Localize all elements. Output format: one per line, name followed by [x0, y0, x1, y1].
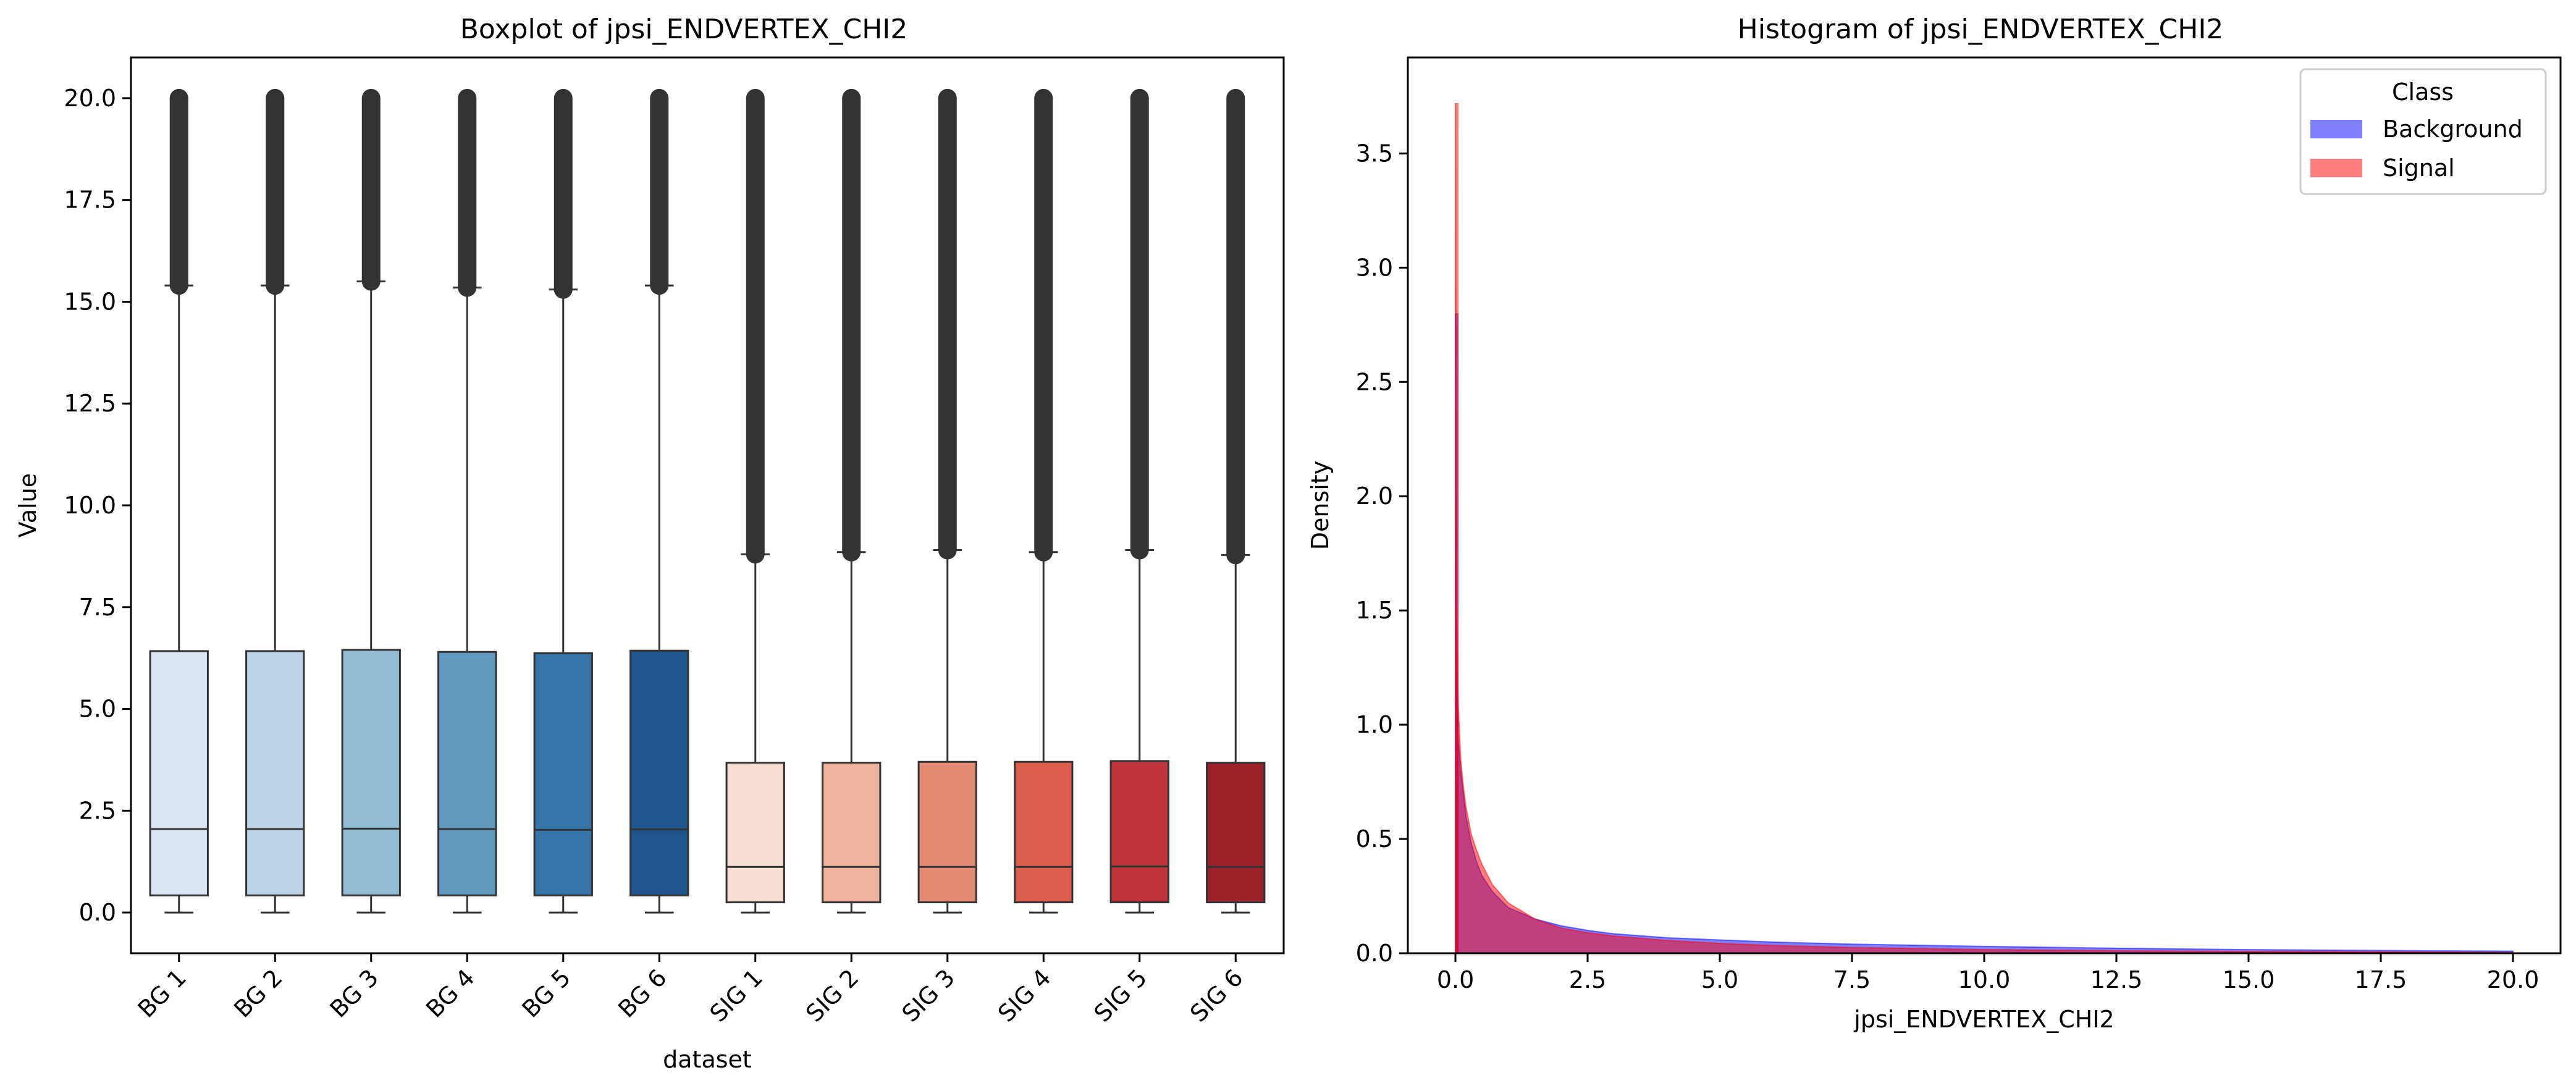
x-tick-label: SIG 6	[1185, 964, 1248, 1027]
x-tick-label: 5.0	[1701, 966, 1738, 993]
histogram-x-ticks: 0.0 2.5 5.0 7.5 10.0 12.5 15.0 17.5 20.0	[1437, 953, 2539, 993]
x-tick-label: BG 6	[613, 964, 672, 1023]
y-tick-label: 1.5	[1356, 597, 1393, 624]
box-body	[917, 760, 977, 904]
y-tick-label: 0.0	[1356, 940, 1393, 967]
box-body	[533, 652, 593, 896]
boxplot-panel: Boxplot of jpsi_ENDVERTEX_CHI2 0.0 2.5 5.0…	[14, 14, 1285, 1073]
box-body	[149, 650, 209, 896]
x-tick-label: SIG 4	[993, 964, 1056, 1027]
boxplot-y-axis-label: Value	[14, 473, 41, 537]
y-tick-label: 7.5	[79, 594, 116, 621]
box-sig-2	[822, 88, 882, 914]
box-bg-5	[533, 88, 593, 914]
x-tick-label: BG 2	[229, 964, 288, 1023]
histogram-marks	[1455, 103, 2514, 954]
y-tick-label: 2.5	[79, 797, 116, 824]
x-tick-label: SIG 3	[897, 964, 961, 1027]
x-tick-label: 2.5	[1569, 966, 1606, 993]
histogram-peak-bin-signal	[1455, 103, 1459, 953]
x-tick-label: 20.0	[2487, 966, 2540, 993]
y-tick-label: 0.0	[79, 899, 116, 926]
histogram-area-background	[1455, 313, 2514, 954]
box-bg-1	[149, 88, 209, 914]
y-tick-label: 2.0	[1356, 482, 1393, 510]
legend-swatch-signal	[2310, 159, 2362, 177]
y-tick-label: 15.0	[64, 288, 116, 315]
y-tick-label: 3.0	[1356, 254, 1393, 281]
x-tick-label: 10.0	[1958, 966, 2011, 993]
x-tick-label: 7.5	[1833, 966, 1871, 993]
boxplot-x-axis-label: dataset	[663, 1046, 752, 1073]
box-body	[437, 651, 497, 896]
y-tick-label: 20.0	[64, 85, 116, 112]
x-tick-label: SIG 2	[801, 964, 864, 1027]
y-tick-label: 2.5	[1356, 368, 1393, 395]
histogram-x-axis-label: jpsi_ENDVERTEX_CHI2	[1853, 1006, 2114, 1033]
legend-title: Class	[2392, 78, 2454, 106]
box-sig-6	[1206, 88, 1266, 914]
boxplot-marks	[149, 88, 1266, 914]
histogram-panel: Histogram of jpsi_ENDVERTEX_CHI2 0.0 0.5 1…	[1307, 14, 2562, 1033]
x-tick-label: 15.0	[2223, 966, 2275, 993]
x-tick-label: BG 3	[325, 964, 384, 1023]
y-tick-label: 0.5	[1356, 825, 1393, 853]
histogram-y-ticks: 0.0 0.5 1.0 1.5 2.0 2.5 3.0 3.5	[1356, 140, 1408, 967]
x-tick-label: BG 1	[133, 964, 192, 1023]
y-tick-label: 5.0	[79, 696, 116, 723]
box-bg-3	[341, 88, 401, 914]
legend-label-background: Background	[2383, 116, 2523, 143]
legend-label-signal: Signal	[2383, 154, 2455, 182]
x-tick-label: SIG 5	[1089, 964, 1153, 1027]
histogram-y-axis-label: Density	[1307, 461, 1334, 550]
x-tick-label: BG 4	[421, 964, 480, 1023]
box-body	[341, 649, 401, 896]
box-body	[725, 762, 785, 904]
histogram-legend: Class Background Signal	[2299, 68, 2547, 195]
y-tick-label: 17.5	[64, 187, 116, 214]
legend-swatch-background	[2310, 120, 2362, 138]
box-body	[1109, 760, 1169, 904]
histogram-area-signal	[1455, 103, 2514, 954]
histogram-title: Histogram of jpsi_ENDVERTEX_CHI2	[1738, 14, 2224, 45]
x-tick-label: 0.0	[1437, 966, 1474, 993]
box-body	[245, 650, 305, 896]
boxplot-y-ticks: 0.0 2.5 5.0 7.5 10.0 12.5 15.0 17.5 20.0	[64, 85, 131, 926]
x-tick-label: BG 5	[517, 964, 576, 1023]
x-tick-label: SIG 1	[705, 964, 768, 1027]
box-body	[822, 762, 882, 904]
boxplot-title: Boxplot of jpsi_ENDVERTEX_CHI2	[460, 14, 908, 45]
box-sig-1	[725, 88, 785, 914]
box-body	[1206, 762, 1266, 904]
box-bg-2	[245, 88, 305, 914]
x-tick-label: 12.5	[2090, 966, 2143, 993]
y-tick-label: 12.5	[64, 390, 116, 417]
box-body	[1014, 760, 1074, 904]
box-sig-3	[917, 88, 977, 914]
box-bg-4	[437, 88, 497, 914]
y-tick-label: 3.5	[1356, 140, 1393, 167]
box-body	[629, 649, 689, 896]
box-sig-5	[1109, 88, 1169, 914]
y-tick-label: 10.0	[64, 492, 116, 519]
box-sig-4	[1014, 88, 1074, 914]
x-tick-label: 17.5	[2355, 966, 2407, 993]
box-bg-6	[629, 88, 689, 914]
boxplot-x-ticks: BG 1 BG 2 BG 3 BG 4 BG 5 BG 6 SIG 1 SIG 2 SIG 3 S…	[133, 953, 1248, 1027]
y-tick-label: 1.0	[1356, 711, 1393, 738]
